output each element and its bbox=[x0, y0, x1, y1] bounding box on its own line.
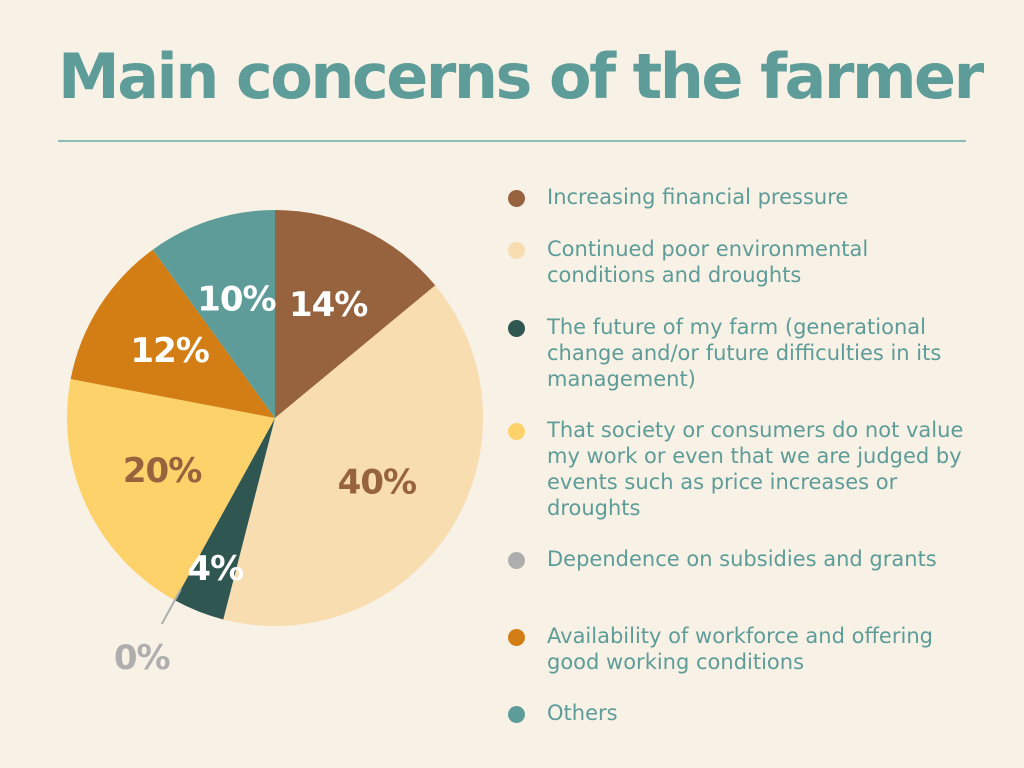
pie-slice-the-future-of-my-farm-generation bbox=[174, 418, 275, 620]
legend-swatch bbox=[508, 552, 525, 569]
pie-slice-others bbox=[152, 210, 275, 418]
pie-slice-increasing-financial-pressure bbox=[275, 210, 436, 418]
legend-item-financial-pressure: Increasing financial pressure bbox=[508, 184, 977, 210]
pie-label-increasing-financial-pressure: 14% bbox=[289, 285, 367, 325]
legend-item-environmental-conditions: Continued poor environmental conditions … bbox=[508, 236, 977, 288]
legend-label: Others bbox=[547, 701, 618, 725]
pie-label-others: 10% bbox=[197, 279, 275, 319]
pie-labels: 14% 40% 4% 0% 20% 12% 10% bbox=[114, 279, 417, 678]
legend-swatch bbox=[508, 190, 525, 207]
legend-item-future-of-farm: The future of my farm (generational chan… bbox=[508, 314, 977, 392]
legend-label: That society or consumers do not value m… bbox=[547, 418, 964, 520]
pie-slice-availability-of-workforce-and-of bbox=[70, 249, 275, 418]
pie-label-continued-poor-environmental-con: 40% bbox=[338, 463, 416, 503]
legend-swatch bbox=[508, 423, 525, 440]
title-divider bbox=[58, 140, 966, 142]
pie-slice-continued-poor-environmental-con bbox=[223, 285, 483, 626]
pie-slices bbox=[66, 210, 483, 626]
legend-swatch bbox=[508, 320, 525, 337]
legend-item-workforce: Availability of workforce and offering g… bbox=[508, 623, 977, 675]
legend-label: Dependence on subsidies and grants bbox=[547, 547, 937, 571]
legend-swatch bbox=[508, 706, 525, 723]
legend-label: The future of my farm (generational chan… bbox=[547, 315, 942, 391]
legend-item-society-value: That society or consumers do not value m… bbox=[508, 417, 977, 521]
chart-title: Main concerns of the farmer bbox=[58, 40, 984, 113]
pie-slice-dependence-on-subsidies-and-gran bbox=[66, 379, 275, 601]
legend-item-others: Others bbox=[508, 700, 977, 726]
pie-label-availability-of-workforce-and-of: 12% bbox=[130, 331, 208, 371]
pie-label-the-future-of-my-farm-generation: 4% bbox=[187, 549, 243, 589]
legend-label: Availability of workforce and offering g… bbox=[547, 624, 933, 674]
zero-slice-leader-line bbox=[160, 588, 182, 625]
pie-label-that-society-or-consumers-do-not: 0% bbox=[114, 638, 170, 678]
legend-label: Increasing financial pressure bbox=[547, 185, 849, 209]
pie-label-dependence-on-subsidies-and-gran: 20% bbox=[123, 451, 201, 491]
legend-item-subsidies: Dependence on subsidies and grants bbox=[508, 546, 977, 572]
pie-chart: 14% 40% 4% 0% 20% 12% 10% bbox=[66, 210, 483, 678]
legend-swatch bbox=[508, 242, 525, 259]
legend-swatch bbox=[508, 629, 525, 646]
legend-label: Continued poor environmental conditions … bbox=[547, 237, 869, 287]
